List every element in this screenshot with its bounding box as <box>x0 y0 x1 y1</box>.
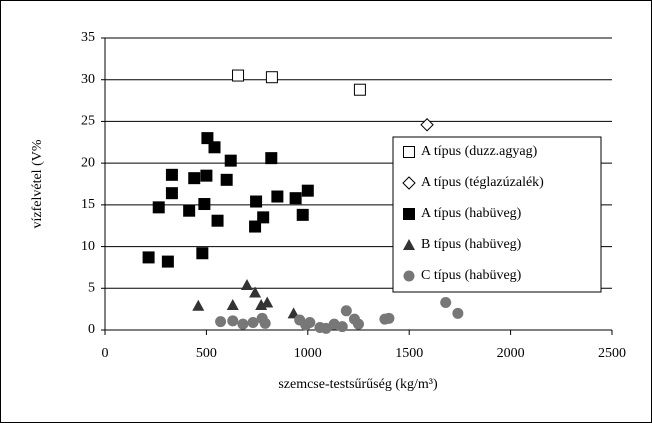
y-tick-label: 30 <box>81 72 95 87</box>
point <box>271 190 284 203</box>
point <box>142 251 155 264</box>
y-tick-label: 25 <box>81 114 95 129</box>
legend-marker <box>403 208 415 220</box>
legend-label: C típus (habüveg) <box>421 268 522 283</box>
point <box>249 220 262 233</box>
point <box>383 312 395 324</box>
x-tick-label: 2000 <box>497 346 525 361</box>
point <box>289 192 302 205</box>
legend-label: A típus (téglazúzalék) <box>421 175 544 190</box>
point <box>201 132 214 145</box>
legend-marker <box>403 270 415 282</box>
point <box>215 316 227 328</box>
point <box>259 317 271 329</box>
point <box>198 198 211 211</box>
point <box>320 322 332 334</box>
point <box>226 298 239 310</box>
point <box>420 118 434 132</box>
point <box>165 187 178 200</box>
point <box>183 204 196 217</box>
y-tick-label: 0 <box>88 322 95 337</box>
x-axis-label: szemcse-testsűrűség (kg/m³) <box>278 377 438 392</box>
x-tick-label: 1500 <box>395 346 423 361</box>
y-axis-label: vízfelvétel (V% <box>30 139 45 228</box>
point <box>220 173 233 186</box>
point <box>353 83 366 96</box>
legend-label: A típus (habüveg) <box>421 206 522 221</box>
legend-box <box>392 136 602 293</box>
point <box>161 255 174 268</box>
point <box>250 195 263 208</box>
point <box>265 71 278 84</box>
point <box>340 305 352 317</box>
point <box>232 69 245 82</box>
legend-label: B típus (habüveg) <box>421 237 522 252</box>
point <box>237 318 249 330</box>
point <box>224 154 237 167</box>
point <box>261 296 274 308</box>
x-tick-label: 1000 <box>294 346 322 361</box>
point <box>257 211 270 224</box>
point <box>440 296 452 308</box>
point <box>452 307 464 319</box>
x-tick-label: 0 <box>102 346 109 361</box>
point <box>227 315 239 327</box>
point <box>200 169 213 182</box>
point <box>336 321 348 333</box>
y-tick-label: 5 <box>88 281 95 296</box>
point <box>211 214 224 227</box>
point <box>240 278 253 290</box>
x-tick-label: 2500 <box>598 346 626 361</box>
legend-marker <box>403 239 415 250</box>
point <box>165 168 178 181</box>
legend-marker <box>402 176 416 190</box>
point <box>188 172 201 185</box>
point <box>304 316 316 328</box>
point <box>296 208 309 221</box>
legend-label: A típus (duzz.agyag) <box>421 144 538 159</box>
point <box>192 299 205 311</box>
point <box>208 141 221 154</box>
point <box>247 316 259 328</box>
legend-marker <box>403 146 415 158</box>
point <box>353 318 364 330</box>
point <box>249 286 262 298</box>
y-tick-label: 15 <box>81 197 95 212</box>
point <box>196 247 209 260</box>
point <box>301 184 314 197</box>
x-tick-label: 500 <box>196 346 217 361</box>
point <box>265 152 278 165</box>
y-tick-label: 10 <box>81 239 95 254</box>
point <box>152 201 165 214</box>
y-tick-label: 20 <box>81 155 95 170</box>
y-tick-label: 35 <box>81 30 95 45</box>
